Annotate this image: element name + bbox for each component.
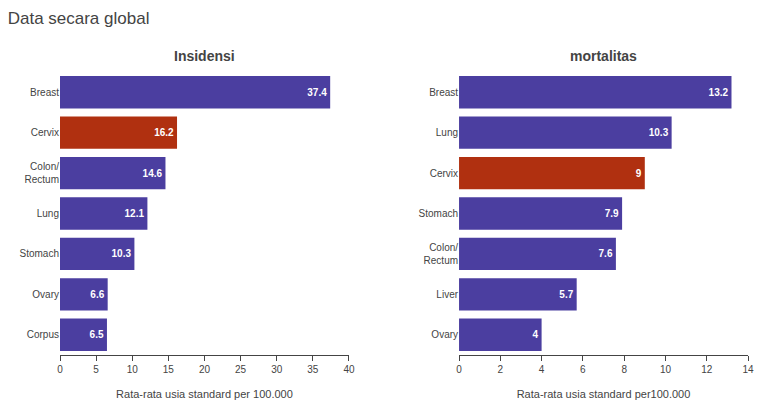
svg-text:7.9: 7.9 bbox=[605, 208, 619, 219]
svg-text:Breast: Breast bbox=[30, 87, 59, 98]
svg-text:35: 35 bbox=[307, 364, 319, 375]
svg-text:Rata-rata usia standard per100: Rata-rata usia standard per100.000 bbox=[517, 388, 691, 400]
svg-text:13.2: 13.2 bbox=[709, 87, 729, 98]
svg-text:9: 9 bbox=[636, 168, 642, 179]
svg-text:40: 40 bbox=[343, 364, 355, 375]
svg-text:37.4: 37.4 bbox=[307, 87, 327, 98]
svg-text:15: 15 bbox=[163, 364, 175, 375]
svg-text:Breast: Breast bbox=[429, 87, 458, 98]
svg-text:8: 8 bbox=[621, 364, 627, 375]
svg-text:5: 5 bbox=[93, 364, 99, 375]
svg-text:Corpus: Corpus bbox=[27, 329, 59, 340]
svg-text:Colon/Rectum: Colon/Rectum bbox=[424, 242, 459, 266]
svg-text:5.7: 5.7 bbox=[559, 289, 573, 300]
svg-text:0: 0 bbox=[57, 364, 63, 375]
svg-text:6.6: 6.6 bbox=[90, 289, 104, 300]
svg-text:Lung: Lung bbox=[436, 127, 458, 138]
svg-text:16.2: 16.2 bbox=[154, 127, 174, 138]
svg-text:Insidensi: Insidensi bbox=[174, 48, 235, 64]
svg-text:Liver: Liver bbox=[436, 289, 458, 300]
svg-text:Rata-rata usia standard per 10: Rata-rata usia standard per 100.000 bbox=[116, 388, 293, 400]
svg-text:Ovary: Ovary bbox=[431, 329, 458, 340]
svg-text:12.1: 12.1 bbox=[125, 208, 145, 219]
svg-text:2: 2 bbox=[498, 364, 504, 375]
svg-text:4: 4 bbox=[533, 329, 539, 340]
svg-text:30: 30 bbox=[271, 364, 283, 375]
svg-text:mortalitas: mortalitas bbox=[570, 48, 637, 64]
svg-text:10.3: 10.3 bbox=[649, 127, 669, 138]
svg-text:10: 10 bbox=[127, 364, 139, 375]
svg-text:Colon/Rectum: Colon/Rectum bbox=[25, 161, 60, 185]
svg-text:Lung: Lung bbox=[37, 208, 59, 219]
svg-text:Cervix: Cervix bbox=[430, 168, 458, 179]
svg-text:25: 25 bbox=[235, 364, 247, 375]
svg-text:12: 12 bbox=[701, 364, 713, 375]
svg-text:Ovary: Ovary bbox=[32, 289, 59, 300]
svg-text:7.6: 7.6 bbox=[599, 248, 613, 259]
svg-text:14.6: 14.6 bbox=[143, 168, 163, 179]
svg-text:14: 14 bbox=[742, 364, 754, 375]
svg-text:10.3: 10.3 bbox=[112, 248, 132, 259]
svg-text:4: 4 bbox=[539, 364, 545, 375]
svg-text:Data secara global: Data secara global bbox=[8, 9, 150, 28]
svg-text:Cervix: Cervix bbox=[31, 127, 59, 138]
svg-text:6.5: 6.5 bbox=[90, 329, 104, 340]
svg-text:Stomach: Stomach bbox=[20, 248, 59, 259]
svg-text:6: 6 bbox=[580, 364, 586, 375]
svg-text:0: 0 bbox=[456, 364, 462, 375]
svg-text:10: 10 bbox=[660, 364, 672, 375]
svg-text:Stomach: Stomach bbox=[419, 208, 458, 219]
svg-text:20: 20 bbox=[199, 364, 211, 375]
